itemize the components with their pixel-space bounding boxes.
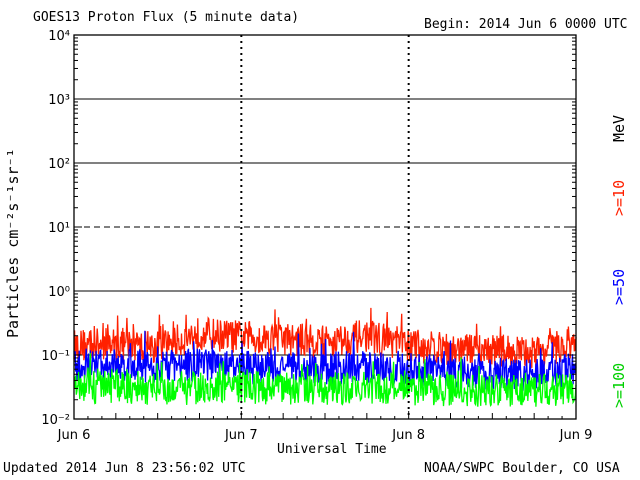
x-tick-label: Jun 9 [559,428,593,443]
updated-time: Updated 2014 Jun 8 23:56:02 UTC [3,461,246,476]
series-line-1 [73,330,577,392]
x-tick-label: Jun 7 [224,428,258,443]
y-tick-label: 10¹ [48,221,70,236]
series-label-ge10: >=10 [610,179,628,216]
credit: NOAA/SWPC Boulder, CO USA [424,461,620,476]
y-tick-label: 10⁴ [48,29,70,44]
y-tick-label: 10⁻² [41,413,70,428]
x-axis-label: Universal Time [277,442,387,457]
series-label-ge100: >=100 [610,362,628,408]
y-axis-label: Particles cm⁻²s⁻¹sr⁻¹ [4,148,22,338]
x-tick-label: Jun 8 [391,428,425,443]
y-tick-label: 10² [48,157,70,172]
series-line-2 [73,353,577,407]
x-tick-label: Jun 6 [57,428,91,443]
y-tick-label: 10⁰ [48,285,70,300]
unit-label: MeV [610,114,628,142]
y-tick-label: 10³ [48,93,70,108]
y-tick-label: 10⁻¹ [41,349,70,364]
series-label-ge50: >=50 [610,268,628,305]
chart-title: GOES13 Proton Flux (5 minute data) [33,10,300,25]
begin-time: Begin: 2014 Jun 6 0000 UTC [424,17,628,32]
series-line-0 [73,307,577,368]
